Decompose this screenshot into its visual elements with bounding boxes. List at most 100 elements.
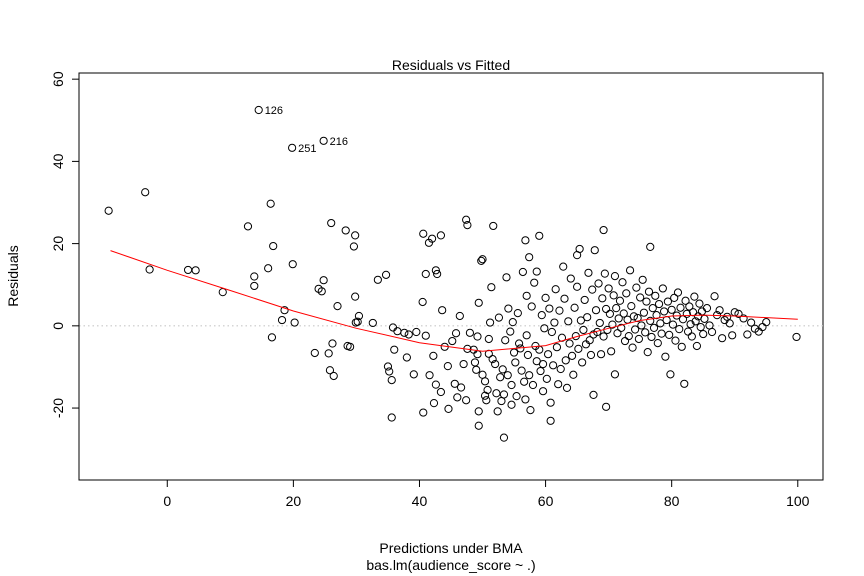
outlier-label: 251 (298, 143, 316, 155)
data-point (602, 402, 611, 411)
data-point (743, 330, 752, 339)
data-point (280, 306, 289, 315)
data-point (496, 373, 505, 382)
data-point (697, 307, 707, 316)
data-point (491, 359, 500, 369)
data-point (625, 266, 635, 275)
data-point (696, 322, 705, 332)
data-point (604, 284, 613, 293)
data-point (290, 318, 299, 327)
data-point (506, 327, 515, 336)
data-point (619, 309, 628, 318)
data-point (547, 327, 556, 337)
data-point (602, 304, 611, 314)
data-point (575, 244, 584, 254)
data-point (502, 273, 511, 282)
data-point (613, 329, 622, 338)
data-point (595, 318, 604, 328)
data-point (624, 332, 633, 341)
data-point (535, 231, 544, 240)
data-point (658, 284, 667, 293)
data-point (617, 323, 626, 332)
data-point (702, 304, 712, 313)
data-point (472, 365, 481, 374)
data-point (567, 351, 577, 360)
data-point (269, 241, 278, 251)
data-point (725, 319, 734, 328)
data-point (651, 291, 660, 300)
data-point (191, 266, 200, 275)
data-point (218, 288, 227, 297)
data-point (474, 421, 483, 430)
data-point (349, 242, 359, 251)
data-point (522, 291, 531, 300)
data-point (508, 318, 517, 327)
data-point (317, 287, 326, 296)
data-point (588, 285, 597, 294)
data-point (525, 371, 534, 380)
data-point (681, 296, 690, 305)
data-point (728, 331, 737, 340)
data-point (647, 332, 656, 342)
data-point (690, 292, 699, 301)
data-point (639, 308, 649, 317)
data-point (541, 293, 550, 302)
data-point (564, 317, 573, 326)
data-point (676, 303, 685, 312)
data-point (560, 294, 569, 303)
data-point (504, 304, 513, 313)
data-point (487, 283, 496, 292)
data-point (514, 339, 524, 348)
data-point (707, 327, 717, 337)
data-point (310, 348, 319, 358)
data-point (660, 307, 669, 316)
data-point (456, 383, 466, 392)
data-point (484, 349, 493, 358)
data-point (538, 359, 548, 369)
y-tick-label: 40 (50, 153, 66, 169)
data-point (393, 327, 402, 336)
data-point (599, 225, 608, 235)
data-point (792, 332, 801, 342)
data-point (443, 362, 452, 371)
data-point (610, 370, 620, 379)
data-point (523, 350, 533, 360)
data-point (354, 311, 364, 321)
data-point (250, 281, 259, 291)
lowess-line (110, 250, 798, 352)
data-point (264, 264, 273, 273)
data-point (654, 299, 664, 309)
data-point (599, 332, 608, 341)
data-point (586, 350, 596, 360)
data-point (431, 266, 440, 275)
data-point (762, 318, 771, 327)
data-point (459, 359, 468, 369)
data-point (383, 362, 393, 371)
data-points (104, 105, 801, 442)
plot-frame (78, 72, 824, 481)
data-point (453, 393, 462, 402)
data-point (511, 358, 520, 367)
data-point (739, 314, 748, 323)
data-point (381, 270, 391, 279)
data-point (695, 299, 704, 308)
data-point (579, 325, 588, 335)
data-point (421, 331, 430, 340)
data-point (618, 278, 627, 287)
data-point (498, 365, 507, 374)
data-point (652, 311, 661, 320)
data-point (400, 328, 409, 337)
data-point (574, 344, 583, 353)
data-point (485, 318, 495, 327)
data-point (555, 306, 564, 315)
data-point (641, 328, 650, 337)
data-point (594, 279, 603, 288)
data-point (656, 319, 665, 328)
data-point (351, 231, 360, 240)
data-point (678, 315, 688, 324)
y-axis-label: Residuals (5, 245, 21, 306)
data-point (545, 304, 554, 313)
data-point (685, 302, 694, 311)
data-point (620, 336, 630, 346)
data-point (718, 334, 727, 343)
